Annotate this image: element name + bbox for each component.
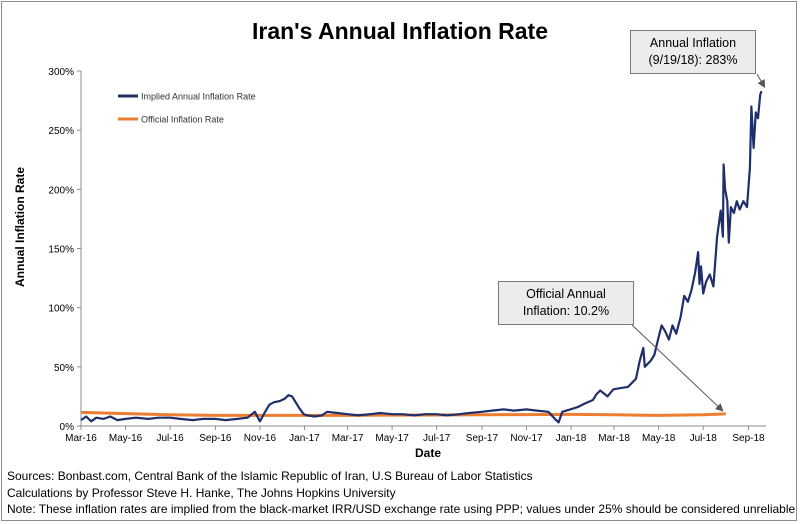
annual-callout-line1: Annual Inflation [649, 36, 737, 50]
y-tick-label: 250% [48, 126, 74, 137]
chart-title: Iran's Annual Inflation Rate [252, 18, 548, 44]
series-layer [80, 90, 763, 424]
y-tick-label: 300% [48, 67, 74, 78]
x-tick-label: May-18 [642, 433, 676, 444]
calculations-note: Calculations by Professor Steve H. Hanke… [7, 485, 396, 500]
annual-arrow [756, 73, 766, 88]
x-tick-label: Sep-18 [732, 433, 765, 444]
x-tick-label: Nov-16 [244, 433, 277, 444]
x-tick-label: Jan-18 [556, 433, 587, 444]
official-arrow [631, 324, 724, 412]
official-callout-line1: Official Annual [526, 287, 606, 301]
legend-label: Implied Annual Inflation Rate [141, 92, 256, 102]
unreliability-note: Note: These inflation rates are implied … [7, 502, 796, 516]
x-tick-label: Sep-16 [199, 433, 232, 444]
x-axis-label: Date [415, 446, 442, 460]
x-tick-label: Jan-17 [289, 433, 320, 444]
source-notes: Sources: Bonbast.com, Central Bank of th… [7, 468, 795, 518]
x-tick-label: Jul-17 [423, 433, 451, 444]
implied-inflation-line [80, 90, 763, 424]
y-tick-label: 0% [60, 422, 75, 433]
official-inflation-callout: Official Annual Inflation: 10.2% [498, 281, 634, 325]
x-tick-label: May-16 [109, 433, 143, 444]
x-tick-label: Mar-18 [598, 433, 630, 444]
sources-note: Sources: Bonbast.com, Central Bank of th… [7, 469, 533, 483]
y-tick-label: 150% [48, 245, 74, 256]
annual-inflation-callout: Annual Inflation (9/19/18): 283% [630, 30, 756, 74]
x-tick-label: Nov-17 [510, 433, 543, 444]
legend-label: Official Inflation Rate [141, 115, 224, 125]
y-tick-label: 50% [54, 363, 74, 374]
x-tick-label: Mar-17 [332, 433, 364, 444]
axes [77, 70, 766, 430]
legend: Implied Annual Inflation Rate Official In… [118, 92, 256, 125]
x-tick-label: Jul-18 [690, 433, 718, 444]
x-tick-label: Mar-16 [65, 433, 97, 444]
x-tick-label: May-17 [375, 433, 409, 444]
x-tick-label: Sep-17 [466, 433, 499, 444]
y-tick-label: 100% [48, 304, 74, 315]
annual-callout-line2: (9/19/18): 283% [648, 53, 738, 67]
x-tick-label: Jul-16 [156, 433, 184, 444]
tick-labels: 0% 50% 100% 150% 200% 250% 300% Mar-16 May-16 Jul… [48, 67, 765, 444]
official-callout-line2: Inflation: 10.2% [522, 304, 610, 318]
y-tick-label: 200% [48, 185, 74, 196]
annotation-arrows [631, 73, 766, 412]
